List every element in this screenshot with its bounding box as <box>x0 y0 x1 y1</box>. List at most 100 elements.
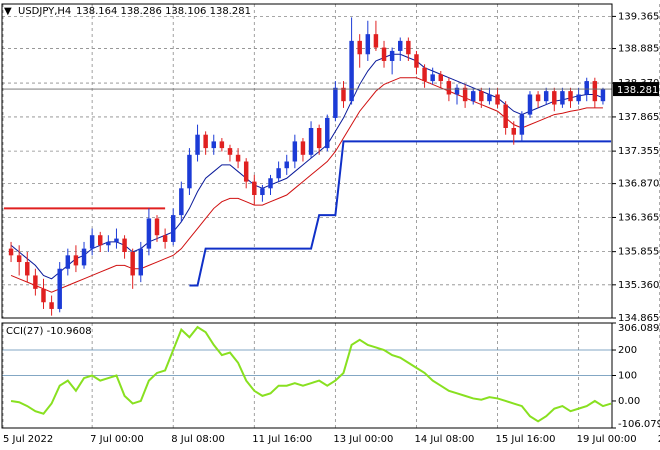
price-tick-label: 138.885 <box>618 44 659 55</box>
candle-body <box>187 154 192 189</box>
candle-body <box>333 87 338 118</box>
price-tick-label: 135.360 <box>618 280 659 291</box>
candle-body <box>527 94 533 115</box>
candle-body <box>381 47 387 61</box>
candle-body <box>308 127 314 155</box>
candle-body <box>211 141 216 149</box>
candle-body <box>438 74 444 82</box>
candle-body <box>235 154 241 162</box>
support-level-line <box>189 140 612 287</box>
time-tick-label: 14 Jul 08:00 <box>414 434 474 445</box>
cci-tick-label: 200 <box>618 345 637 356</box>
price-tick-label: 136.870 <box>618 179 659 190</box>
candle-body <box>252 181 257 196</box>
candle-body <box>365 34 371 55</box>
axes: 139.365138.885138.370137.865137.355136.8… <box>1 3 660 445</box>
time-tick-label: 5 Jul 2022 <box>3 434 53 445</box>
candle-body <box>495 94 500 105</box>
candle-body <box>568 91 573 102</box>
price-tick-label: 137.355 <box>618 146 659 157</box>
candle-body <box>179 188 184 216</box>
time-tick-label: 13 Jul 00:00 <box>333 434 393 445</box>
symbol-label: USDJPY,H4 <box>18 6 71 17</box>
price-tick-label: 139.365 <box>618 11 659 22</box>
candle-body <box>430 74 435 82</box>
time-tick-label: 11 Jul 16:00 <box>252 434 312 445</box>
candle-body <box>487 94 492 102</box>
candle-body <box>219 141 225 149</box>
price-panel <box>2 17 612 316</box>
candle-body <box>325 117 330 149</box>
candle-body <box>552 91 557 105</box>
candle-body <box>73 255 79 266</box>
candle-body <box>422 67 427 82</box>
candle-body <box>462 87 468 102</box>
candle-body <box>138 248 144 276</box>
candle-body <box>81 248 87 266</box>
candle-body <box>227 148 233 155</box>
time-tick-label: 19 Jul 00:00 <box>577 434 637 445</box>
candle-body <box>243 161 249 182</box>
price-panel-frame <box>1 3 613 319</box>
cci-label: CCI(27) -10.9608 <box>6 326 92 337</box>
cci-tick-label: -106.0798 <box>618 419 660 430</box>
candle-body <box>479 91 484 102</box>
candle-body <box>154 218 160 236</box>
price-tick-label: 136.365 <box>618 212 659 223</box>
candle-body <box>373 34 379 48</box>
candle-body <box>16 255 22 263</box>
time-tick-label: 15 Jul 16:00 <box>496 434 556 445</box>
candle-body <box>268 178 273 189</box>
current-price-label: 138.281 <box>617 85 658 96</box>
candle-body <box>316 127 322 149</box>
candle-body <box>89 235 95 249</box>
candle-body <box>41 288 46 303</box>
candle-body <box>584 81 589 95</box>
cci-line <box>10 325 612 423</box>
time-tick-label: 8 Jul 08:00 <box>171 434 225 445</box>
candle-body <box>8 248 14 256</box>
candle-body <box>292 141 298 162</box>
ohlc-readout: 138.164 138.286 138.106 138.281 <box>76 6 251 17</box>
candle-body <box>560 91 565 105</box>
menu-arrow-icon[interactable]: ▼ <box>4 6 12 17</box>
candle-body <box>511 127 516 135</box>
candle-body <box>114 238 119 242</box>
candle-body <box>357 40 362 55</box>
candle-body <box>260 188 265 196</box>
candle-body <box>170 215 176 242</box>
candle-body <box>49 302 54 309</box>
candle-body <box>203 134 208 149</box>
candle-body <box>592 81 598 102</box>
candle-body <box>25 262 30 276</box>
candle-body <box>106 241 111 246</box>
candle-body <box>122 238 127 252</box>
candle-body <box>503 104 508 128</box>
candle-body <box>446 81 452 95</box>
candle-body <box>454 87 460 95</box>
candle-body <box>398 40 403 51</box>
candle-body <box>284 161 289 169</box>
candle-body <box>300 141 306 155</box>
cci-panel <box>2 325 612 423</box>
candle-body <box>98 235 103 246</box>
cci-tick-label: 306.0894 <box>618 323 660 334</box>
candle-body <box>543 91 549 102</box>
candle-body <box>130 251 135 276</box>
candle-body <box>389 50 395 61</box>
candle-body <box>470 91 476 102</box>
candle-body <box>414 54 419 68</box>
candle-body <box>406 40 411 55</box>
cci-tick-label: 100 <box>618 371 637 382</box>
candle-body <box>276 168 281 179</box>
candle-body <box>162 235 168 242</box>
current-price-tag <box>613 82 659 97</box>
candle-body <box>33 275 38 289</box>
price-tick-label: 137.865 <box>618 112 659 123</box>
time-tick-label: 20 Jul 08:00 <box>658 434 660 445</box>
cci-tick-label: 0.00 <box>618 396 640 407</box>
candle-body <box>341 87 346 102</box>
candle-body <box>535 94 541 102</box>
price-tick-label: 134.865 <box>618 313 659 324</box>
